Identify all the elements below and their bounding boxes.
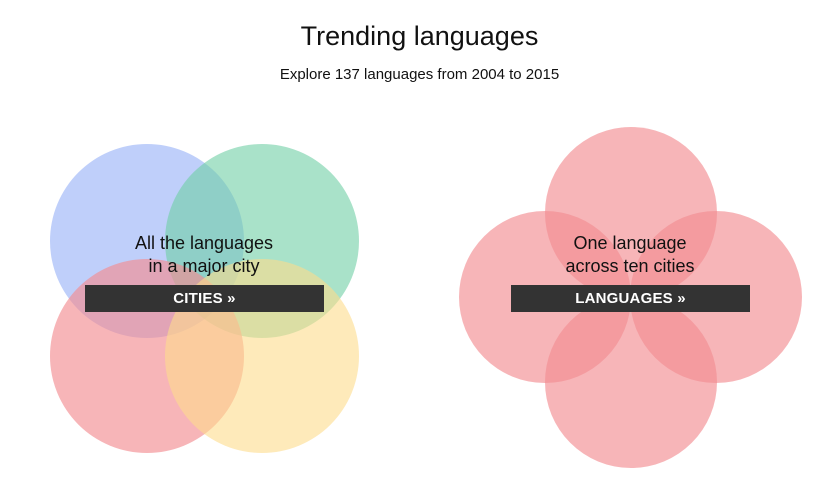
cities-card-description: All the languages in a major city	[104, 232, 304, 278]
languages-button[interactable]: LANGUAGES »	[511, 285, 750, 312]
cities-card-line-1: All the languages	[134, 233, 274, 253]
page-subtitle: Explore 137 languages from 2004 to 2015	[279, 66, 560, 83]
page-title: Trending languages	[300, 21, 539, 51]
languages-circle-bottom	[545, 296, 717, 468]
languages-card-line-2: across ten cities	[565, 256, 695, 276]
languages-card-line-1: One language	[573, 233, 687, 253]
cities-card-line-2: in a major city	[148, 256, 260, 276]
languages-card-description: One language across ten cities	[530, 232, 730, 278]
cities-button[interactable]: CITIES »	[85, 285, 324, 312]
